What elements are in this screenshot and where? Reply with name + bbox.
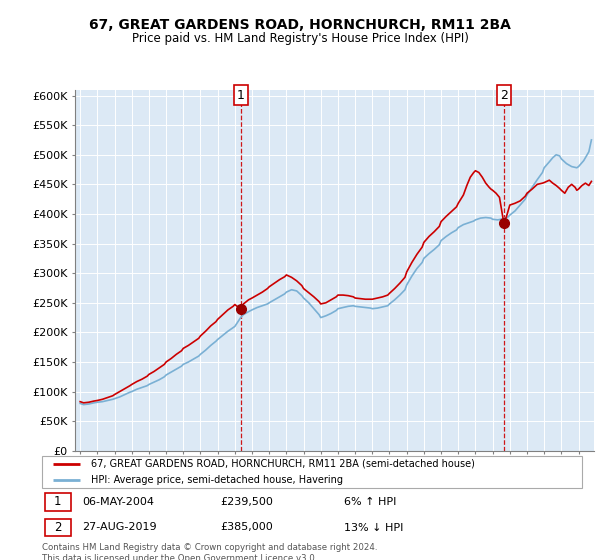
FancyBboxPatch shape bbox=[42, 456, 582, 488]
Text: 27-AUG-2019: 27-AUG-2019 bbox=[83, 522, 157, 533]
Text: £239,500: £239,500 bbox=[220, 497, 273, 507]
Text: 13% ↓ HPI: 13% ↓ HPI bbox=[344, 522, 404, 533]
Text: 1: 1 bbox=[54, 495, 61, 508]
Text: 1: 1 bbox=[237, 88, 245, 101]
Text: 06-MAY-2004: 06-MAY-2004 bbox=[83, 497, 155, 507]
FancyBboxPatch shape bbox=[45, 493, 71, 511]
Text: 67, GREAT GARDENS ROAD, HORNCHURCH, RM11 2BA: 67, GREAT GARDENS ROAD, HORNCHURCH, RM11… bbox=[89, 18, 511, 32]
Text: Contains HM Land Registry data © Crown copyright and database right 2024.
This d: Contains HM Land Registry data © Crown c… bbox=[42, 543, 377, 560]
Text: 6% ↑ HPI: 6% ↑ HPI bbox=[344, 497, 397, 507]
Text: Price paid vs. HM Land Registry's House Price Index (HPI): Price paid vs. HM Land Registry's House … bbox=[131, 32, 469, 45]
Text: HPI: Average price, semi-detached house, Havering: HPI: Average price, semi-detached house,… bbox=[91, 475, 343, 485]
Text: £385,000: £385,000 bbox=[220, 522, 273, 533]
Text: 2: 2 bbox=[54, 521, 61, 534]
FancyBboxPatch shape bbox=[45, 519, 71, 536]
Text: 2: 2 bbox=[500, 88, 508, 101]
Text: 67, GREAT GARDENS ROAD, HORNCHURCH, RM11 2BA (semi-detached house): 67, GREAT GARDENS ROAD, HORNCHURCH, RM11… bbox=[91, 459, 475, 469]
